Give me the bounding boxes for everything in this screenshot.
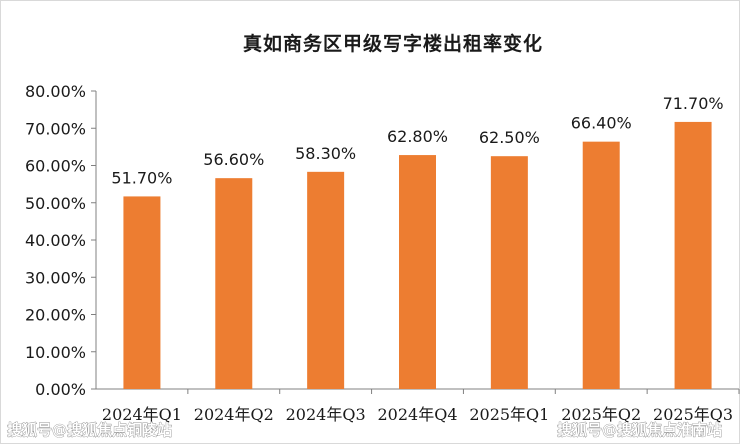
x-tick-label: 2025年Q2 <box>561 405 641 424</box>
x-tick-label: 2025年Q1 <box>469 405 549 424</box>
y-tick-label: 10.00% <box>25 343 86 362</box>
data-label: 58.30% <box>295 144 356 163</box>
y-tick-label: 50.00% <box>25 194 86 213</box>
bar-2025年Q1 <box>490 156 528 389</box>
chart-title: 真如商务区甲级写字楼出租率变化 <box>243 32 543 55</box>
y-tick-label: 20.00% <box>25 306 86 325</box>
x-tick-label: 2025年Q3 <box>653 405 733 424</box>
bar-2024年Q2 <box>215 178 253 389</box>
data-label: 56.60% <box>203 150 264 169</box>
data-label: 51.70% <box>111 168 172 187</box>
bar-2024年Q3 <box>307 171 345 389</box>
x-tick-label: 2024年Q2 <box>194 405 274 424</box>
y-tick-label: 70.00% <box>25 119 86 138</box>
y-tick-label: 60.00% <box>25 157 86 176</box>
bar-2025年Q2 <box>582 141 620 389</box>
y-tick-label: 0.00% <box>35 380 86 399</box>
bar-2025年Q3 <box>674 121 712 389</box>
y-tick-label: 30.00% <box>25 268 86 287</box>
x-tick-label: 2024年Q4 <box>377 405 457 424</box>
y-tick-label: 80.00% <box>25 82 86 101</box>
x-tick-label: 2024年Q1 <box>102 405 182 424</box>
y-tick-label: 40.00% <box>25 231 86 250</box>
data-label: 66.40% <box>571 114 632 133</box>
data-label: 62.80% <box>387 127 448 146</box>
data-label: 62.50% <box>479 128 540 147</box>
watermark-right: 搜狐号@搜狐焦点淮南站 <box>557 421 722 439</box>
bar-2024年Q4 <box>399 155 436 389</box>
bar-2024年Q1 <box>123 196 161 389</box>
x-tick-label: 2024年Q3 <box>286 405 366 424</box>
plot-area: 0.00% 10.00% 20.00% 30.00% 40.00% 50.00% 60.00… <box>25 82 740 424</box>
data-label: 71.70% <box>663 94 724 113</box>
watermark-left: 搜狐号@搜狐焦点铜陵站 <box>7 421 172 439</box>
